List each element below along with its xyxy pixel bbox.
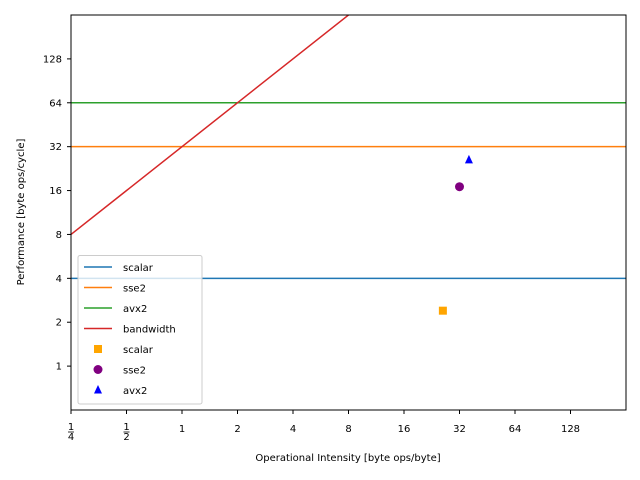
legend-label-avx2: avx2	[123, 386, 147, 397]
y-tick-label: 16	[49, 186, 62, 197]
x-tick-label: 2	[234, 424, 240, 435]
legend-swatch-sse2-circle	[93, 365, 103, 374]
y-tick-label: 128	[43, 54, 62, 65]
x-tick-label: 8	[345, 424, 351, 435]
y-tick-label: 8	[56, 230, 62, 241]
x-tick-label: 128	[561, 424, 580, 435]
x-tick-label-denominator: 4	[68, 432, 74, 443]
legend-box	[77, 255, 203, 405]
legend-label-sse2: sse2	[123, 284, 146, 295]
x-tick-label: 1	[179, 424, 185, 435]
legend-swatch-avx2-triangle	[94, 385, 102, 394]
point-scalar-square	[438, 306, 447, 315]
y-tick-label: 64	[49, 98, 62, 109]
y-axis: 1 2 4 8 16 32 64 128	[43, 54, 71, 373]
x-axis-label: Operational Intensity [byte ops/byte]	[255, 453, 440, 464]
x-tick-label-numerator: 1	[68, 422, 74, 433]
x-tick-label-denominator: 2	[123, 432, 129, 443]
y-tick-label: 32	[49, 142, 62, 153]
legend-swatch-scalar-square	[94, 345, 102, 353]
x-tick-label: 64	[509, 424, 522, 435]
x-tick-label: 16	[398, 424, 411, 435]
x-tick-label: 4	[290, 424, 296, 435]
y-tick-label: 1	[56, 362, 62, 373]
y-axis-label: Performance [byte ops/cycle]	[16, 139, 27, 286]
point-avx2-triangle	[464, 154, 473, 164]
plot-points	[438, 154, 473, 315]
legend-label-bandwidth: bandwidth	[123, 325, 176, 336]
legend-label-scalar: scalar	[123, 263, 154, 274]
x-tick-label-numerator: 1	[123, 422, 129, 433]
legend-label-avx2: avx2	[123, 304, 147, 315]
legend-label-scalar: scalar	[123, 345, 154, 356]
legend: scalar sse2 avx2 bandwidth scalar sse2 avx2	[77, 255, 203, 405]
y-tick-label: 2	[56, 318, 62, 329]
line-bandwidth-3	[71, 15, 350, 236]
x-tick-label: 32	[453, 424, 466, 435]
point-sse2-circle	[455, 182, 464, 192]
legend-label-sse2: sse2	[123, 366, 146, 377]
y-tick-label: 4	[56, 274, 62, 285]
